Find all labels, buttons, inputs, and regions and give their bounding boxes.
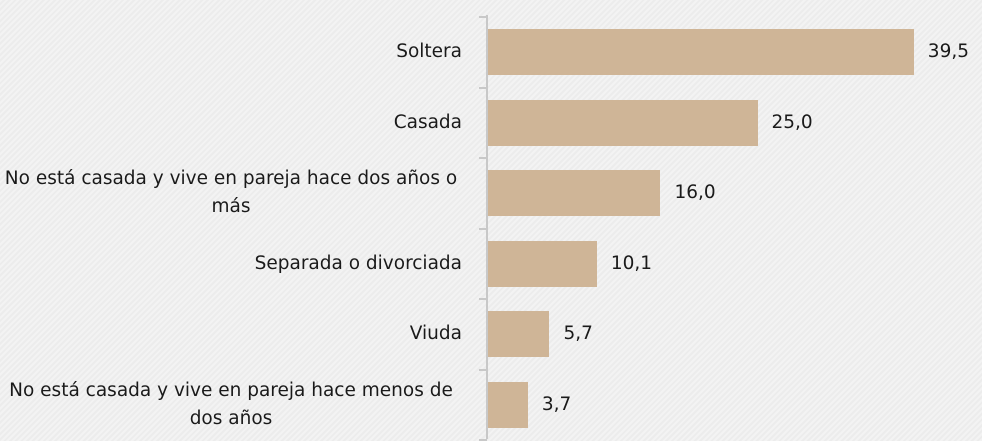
axis-tick [479, 157, 487, 159]
bar [488, 240, 597, 287]
bar [488, 99, 758, 146]
axis-tick [479, 227, 487, 230]
category-text: Soltera [396, 41, 462, 63]
data-label: 10,1 [610, 252, 653, 274]
category-axis [486, 15, 488, 439]
bar [488, 29, 914, 76]
category-label: No está casada y vive en pareja hace men… [0, 373, 462, 437]
data-label: 3,7 [541, 393, 572, 415]
category-text: Separada o divorciada [254, 252, 462, 274]
category-label: Casada [394, 91, 462, 155]
category-label: Separada o divorciada [255, 232, 462, 296]
category-text: No está casada y vive en pareja hace dos… [4, 168, 458, 218]
category-label: Viuda [410, 302, 462, 366]
axis-tick [479, 298, 487, 300]
data-label: 39,5 [927, 41, 969, 63]
axis-tick [479, 439, 487, 441]
category-text: Casada [393, 111, 462, 133]
data-label: 25,0 [771, 111, 813, 133]
data-label: 5,7 [563, 323, 593, 345]
category-label: Soltera [396, 20, 462, 84]
bar [488, 170, 661, 217]
category-text: Viuda [409, 323, 462, 345]
axis-tick [479, 86, 487, 89]
data-label: 16,0 [674, 182, 716, 204]
bar [488, 381, 528, 428]
category-text: No está casada y vive en pareja hace men… [9, 379, 453, 429]
axis-tick [479, 368, 487, 371]
category-label: No está casada y vive en pareja hace dos… [0, 161, 462, 225]
axis-tick [479, 16, 487, 18]
bar [488, 311, 550, 358]
